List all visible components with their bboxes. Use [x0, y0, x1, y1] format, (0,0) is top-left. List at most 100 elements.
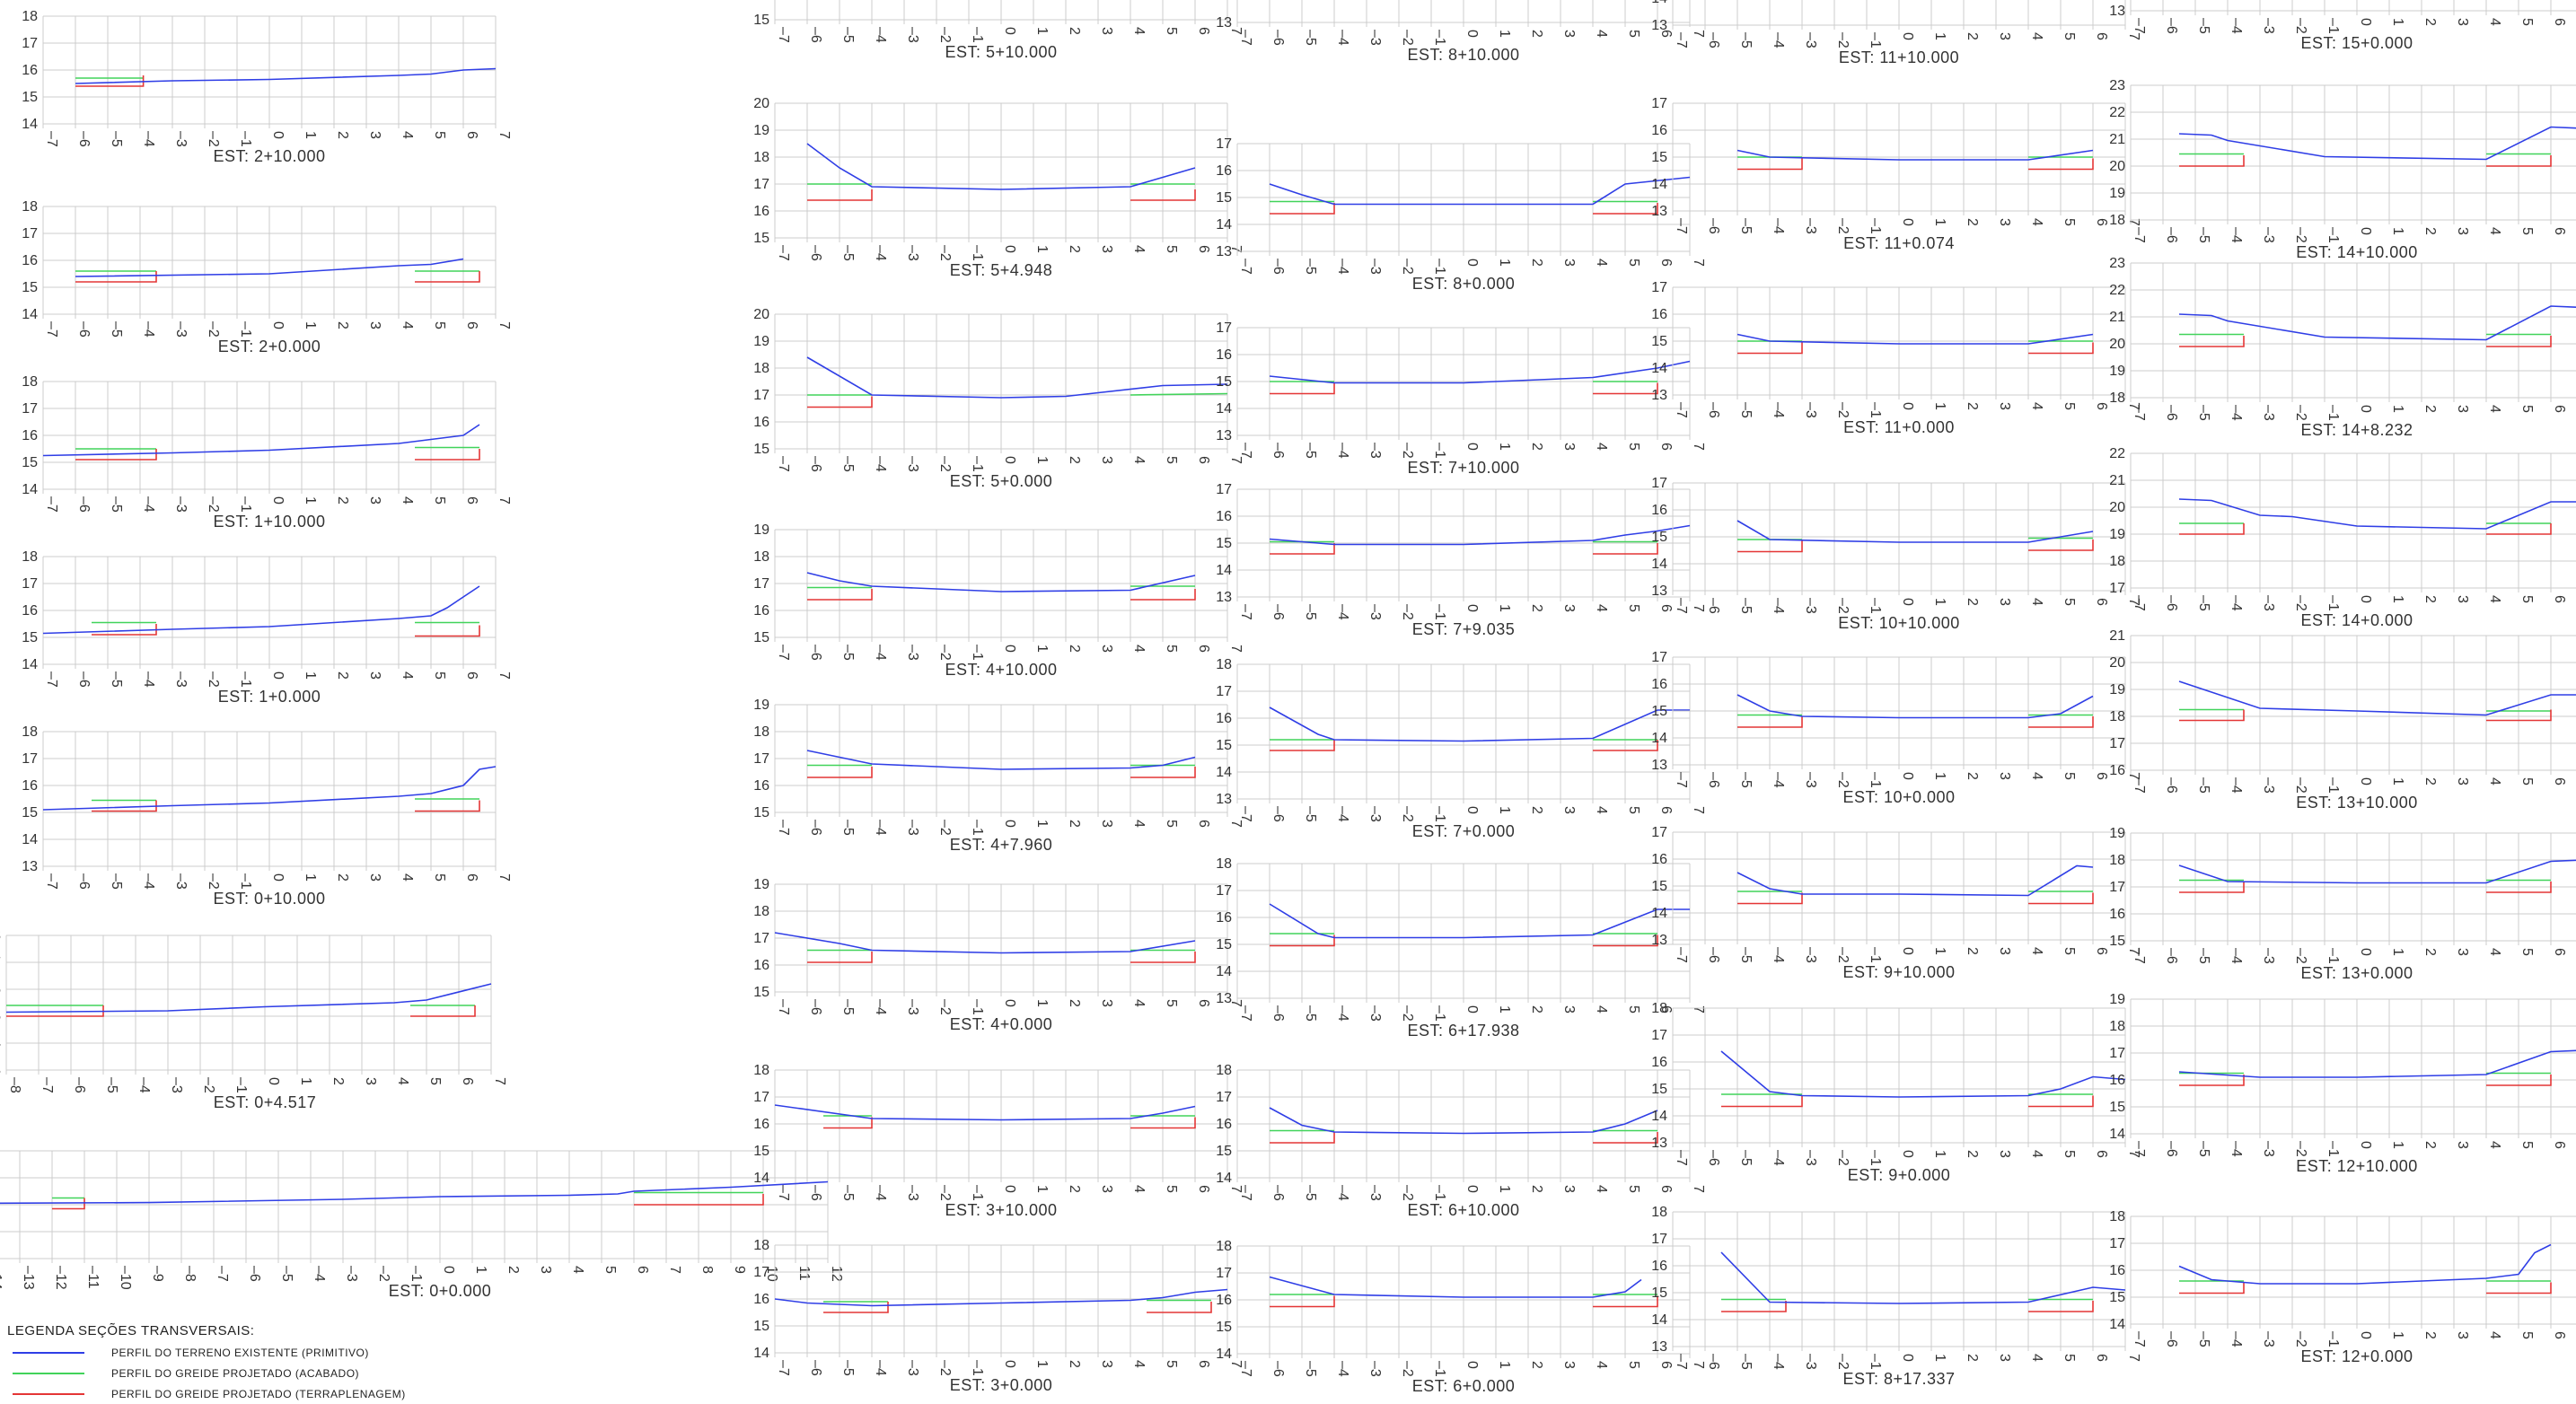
offset-label: 4	[2487, 595, 2502, 603]
offset-label: –2	[937, 999, 953, 1015]
offset-label: –7	[2132, 1141, 2147, 1157]
offset-label: –5	[840, 245, 856, 261]
offset-label: 5	[2519, 1331, 2535, 1339]
offset-label: 2	[1965, 32, 1980, 40]
elevation-label: 17	[2109, 880, 2125, 895]
offset-label: –3	[1803, 1150, 1818, 1166]
offset-label: 0	[2358, 948, 2373, 956]
offset-label: 7	[1228, 820, 1244, 828]
offset-label: –3	[905, 999, 920, 1015]
offset-label: –5	[840, 645, 856, 661]
earthwork-grade-right	[415, 271, 480, 283]
offset-label: 6	[1658, 806, 1674, 814]
elevation-label: 17	[0, 955, 1, 970]
offset-label: 1	[1497, 1361, 1512, 1369]
offset-label: –7	[1238, 1361, 1253, 1377]
offset-label: 6	[464, 671, 479, 680]
terrain-profile	[42, 766, 497, 811]
elevation-label: 13	[1216, 15, 1232, 31]
offset-label: –2	[937, 456, 953, 472]
offset-label: 5	[1164, 456, 1179, 464]
earthwork-grade-left	[1270, 1132, 1335, 1144]
offset-label: –3	[2261, 18, 2276, 34]
cross-section: 13 14 15 16 17 –7 –6 –5 –4 –3 –2 –1 0 1 2 3 4 5 6 7 EST: 11+…	[1651, 280, 2141, 436]
elevation-label: 18	[753, 1063, 769, 1078]
offset-label: –4	[873, 645, 888, 661]
offset-label: –6	[1706, 598, 1721, 614]
offset-label: 1	[1034, 645, 1050, 653]
offset-label: 2	[2422, 227, 2438, 235]
offset-label: 1	[2390, 18, 2405, 26]
terrain-profile	[1269, 706, 1690, 742]
offset-label: –6	[1270, 259, 1286, 275]
offset-label: 6	[635, 1266, 650, 1274]
offset-label: 7	[1691, 30, 1706, 38]
elevation-label: 19	[2109, 682, 2125, 698]
offset-label: –3	[1367, 259, 1383, 275]
offset-label: –1	[1868, 218, 1883, 234]
offset-label: –2	[1400, 1361, 1415, 1377]
earthwork-grade-left	[6, 1005, 104, 1017]
terrain-profile	[1269, 360, 1691, 384]
offset-label: 7	[2126, 218, 2141, 226]
offset-label: 6	[464, 873, 479, 882]
station-label: EST: 8+0.000	[1412, 275, 1516, 293]
offset-label: 7	[1691, 259, 1706, 267]
offset-label: –2	[206, 671, 221, 688]
offset-label: –3	[1367, 30, 1383, 46]
elevation-label: 17	[1216, 482, 1232, 497]
offset-label: –4	[873, 27, 888, 43]
offset-label: 2	[1067, 456, 1082, 464]
elevation-label: 13	[1651, 1339, 1667, 1355]
offset-label: 4	[400, 671, 415, 680]
terrain-profile	[1736, 694, 2094, 719]
earthwork-grade-left	[1270, 203, 1335, 215]
offset-label: –6	[76, 496, 92, 513]
offset-label: 1	[1932, 1150, 1947, 1158]
elevation-label: 14	[1216, 0, 1232, 4]
offset-label: –3	[2261, 1331, 2276, 1347]
station-label: EST: 9+0.000	[1848, 1166, 1951, 1184]
offset-label: –11	[85, 1266, 101, 1289]
offset-label: 4	[1131, 456, 1147, 464]
offset-label: 0	[2358, 18, 2373, 26]
offset-label: 3	[1099, 27, 1114, 35]
offset-label: –5	[840, 456, 856, 472]
offset-label: 0	[1002, 456, 1017, 464]
cross-section: 15 16 17 18 19 20 –7 –6 –5 –4 –3 –2 –1 0 1 2 3 4 5 6 7 EST: 5…	[753, 96, 1244, 279]
earthwork-grade-right	[2028, 540, 2094, 551]
offset-label: –7	[2132, 227, 2147, 243]
elevation-label: 13	[1216, 991, 1232, 1006]
elevation-label: 16	[1651, 503, 1667, 518]
cross-section: 13 14 15 16 17 18 –7 –6 –5 –4 –3 –2 –1 0 1 2 3 4 5 6 7 EST: 8…	[1651, 1205, 2141, 1388]
offset-label: 2	[1067, 999, 1082, 1007]
terrain-profile	[806, 572, 1196, 592]
elevation-label: 19	[2109, 826, 2125, 841]
offset-label: 3	[1561, 1361, 1577, 1369]
earthwork-grade-right	[415, 449, 480, 461]
offset-label: 7	[492, 1077, 507, 1085]
offset-label: –5	[2196, 777, 2211, 794]
offset-label: 5	[1626, 604, 1641, 612]
terrain-profile	[2178, 680, 2576, 716]
legend-item-terrain: PERFIL DO TERRENO EXISTENTE (PRIMITIVO)	[7, 1342, 564, 1363]
offset-label: 7	[1228, 27, 1244, 35]
offset-label: –7	[776, 999, 791, 1015]
elevation-label: 18	[2109, 853, 2125, 868]
terrain-profile	[806, 356, 1228, 399]
offset-label: 7	[2126, 1150, 2141, 1158]
offset-label: 1	[303, 873, 318, 882]
offset-label: 6	[1658, 443, 1674, 451]
earthwork-grade-left	[2179, 1075, 2245, 1086]
offset-label: 0	[1900, 772, 1915, 780]
offset-label: –4	[1771, 1354, 1786, 1370]
offset-label: 5	[1626, 30, 1641, 38]
offset-label: –1	[2325, 1331, 2341, 1347]
offset-label: 7	[2126, 402, 2141, 410]
elevation-label: 17	[753, 1090, 769, 1105]
offset-label: –4	[1335, 1361, 1350, 1377]
station-label: EST: 0+4.517	[214, 1093, 317, 1111]
elevation-label: 15	[22, 630, 38, 645]
offset-label: –3	[1367, 1185, 1383, 1201]
terrain-profile	[1736, 520, 2094, 543]
